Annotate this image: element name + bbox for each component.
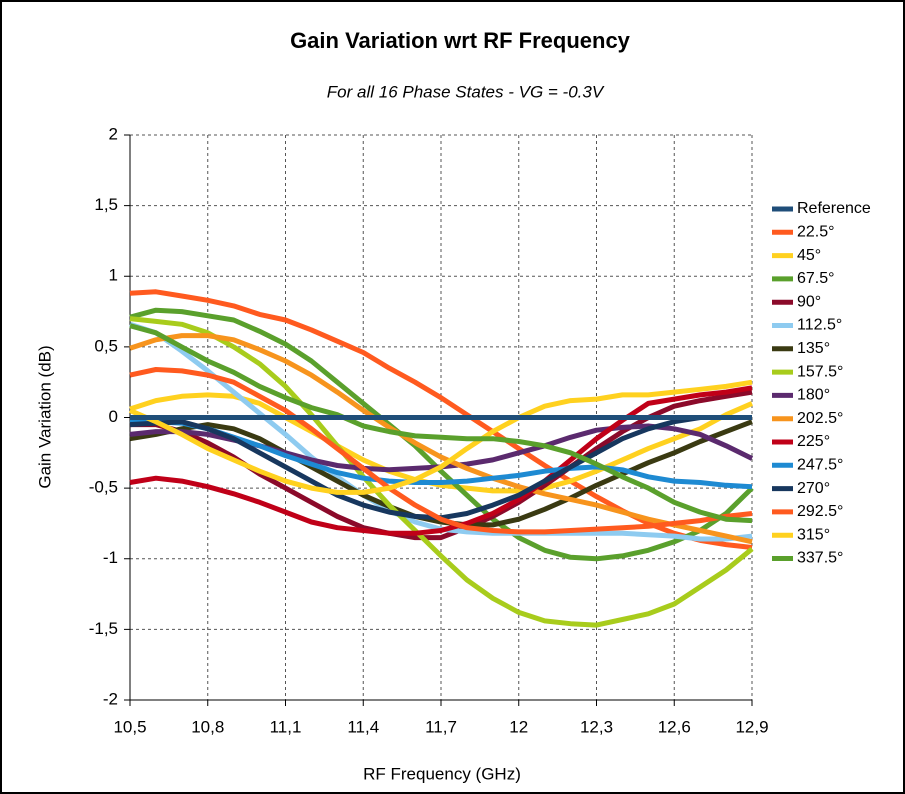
legend-label: 270° bbox=[797, 480, 830, 497]
chart-subtitle: For all 16 Phase States - VG = -0.3V bbox=[327, 82, 605, 101]
x-tick-label: 12,3 bbox=[580, 717, 613, 736]
y-tick-label: -0,5 bbox=[89, 478, 118, 497]
legend-label: 225° bbox=[797, 433, 830, 450]
y-tick-label: -2 bbox=[103, 689, 118, 708]
y-axis-label: Gain Variation (dB) bbox=[35, 345, 54, 488]
x-tick-label: 11,1 bbox=[270, 717, 302, 736]
legend-label: 22.5° bbox=[797, 224, 835, 241]
series-line bbox=[129, 316, 754, 628]
x-tick-label: 11,4 bbox=[347, 717, 379, 736]
legend-label: 315° bbox=[797, 526, 830, 543]
y-tick-label: 1 bbox=[109, 266, 118, 285]
y-tick-label: 2 bbox=[109, 124, 118, 143]
y-tick-label: -1,5 bbox=[89, 619, 118, 638]
legend-label: 135° bbox=[797, 340, 830, 357]
series-line bbox=[129, 392, 753, 494]
series-line bbox=[129, 419, 753, 528]
x-tick-label: 12,9 bbox=[735, 717, 768, 736]
legend-label: 90° bbox=[797, 293, 821, 310]
x-axis-label: RF Frequency (GHz) bbox=[363, 764, 521, 783]
legend-label: Reference bbox=[797, 200, 871, 217]
series-line bbox=[129, 323, 753, 524]
series-line bbox=[129, 307, 754, 562]
series-line bbox=[129, 289, 753, 550]
legend-label: 247.5° bbox=[797, 457, 843, 474]
x-tick-label: 11,7 bbox=[425, 717, 457, 736]
x-tick-label: 10,8 bbox=[191, 717, 224, 736]
series-line bbox=[129, 379, 753, 495]
y-tick-label: 0,5 bbox=[94, 336, 118, 355]
legend-label: 180° bbox=[797, 387, 830, 404]
x-tick-label: 12,6 bbox=[658, 717, 691, 736]
y-tick-label: -1 bbox=[103, 548, 118, 567]
legend-label: 202.5° bbox=[797, 410, 843, 427]
legend-label: 112.5° bbox=[797, 317, 842, 334]
x-tick-label: 12 bbox=[509, 717, 528, 736]
legend-label: 45° bbox=[797, 247, 821, 264]
legend-label: 292.5° bbox=[797, 503, 843, 520]
series-line bbox=[129, 333, 753, 545]
y-tick-label: 0 bbox=[109, 407, 118, 426]
legend-label: 67.5° bbox=[797, 270, 835, 287]
series-line bbox=[129, 385, 753, 536]
series-line bbox=[129, 367, 753, 535]
y-tick-label: 1,5 bbox=[94, 195, 118, 214]
legend-label: 337.5° bbox=[797, 550, 843, 567]
chart-title: Gain Variation wrt RF Frequency bbox=[290, 28, 631, 53]
legend-label: 157.5° bbox=[797, 363, 843, 380]
x-tick-label: 10,5 bbox=[113, 717, 146, 736]
